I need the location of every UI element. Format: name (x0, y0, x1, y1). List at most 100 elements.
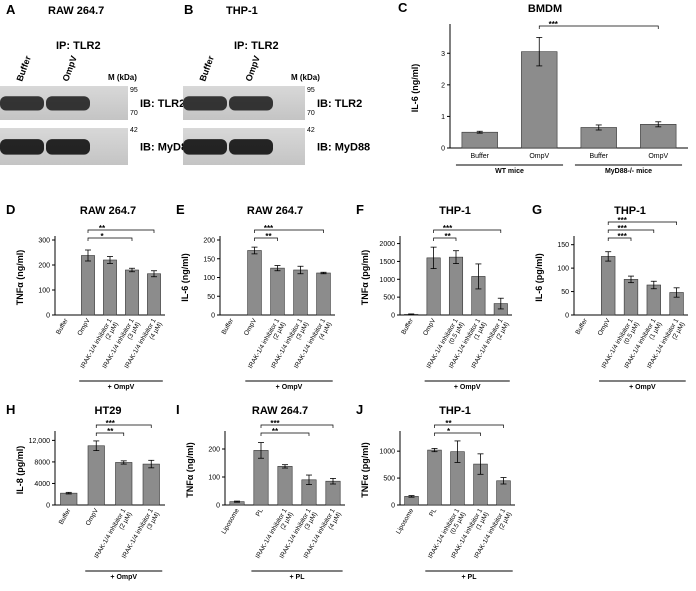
x-tick-label: OmpV (243, 317, 259, 337)
error-bar (330, 477, 336, 485)
ip-label: IP: TLR2 (234, 40, 279, 52)
y-tick-label: 150 (203, 256, 215, 263)
y-tick-label: 0 (216, 503, 220, 510)
bar (404, 496, 419, 506)
significance-bracket (87, 237, 133, 241)
bar (293, 269, 308, 316)
panel-label: J (356, 402, 363, 417)
significance-bracket (95, 424, 152, 428)
x-tick-label: Buffer (58, 507, 73, 526)
y-tick-label: 200 (38, 263, 50, 270)
error-bar (408, 313, 415, 316)
x-tick-label: PL (428, 507, 438, 518)
y-tick-label: 0 (211, 313, 215, 320)
y-axis-label: TNFα (pg/ml) (360, 250, 370, 306)
y-axis-label: IL-6 (ng/ml) (180, 253, 190, 302)
x-tick-label-line: OmpV (422, 317, 438, 337)
error-bar (251, 246, 258, 255)
x-tick-label-line: Buffer (55, 317, 70, 336)
y-axis-label: TNFα (pg/ml) (360, 442, 370, 498)
error-bar (408, 495, 415, 498)
x-tick-label: OmpV (422, 317, 438, 337)
error-bar (65, 491, 72, 495)
y-tick-label: 2 (441, 82, 445, 89)
error-bar (500, 477, 507, 485)
x-tick-label-line: Buffer (574, 317, 589, 336)
error-bar (129, 267, 135, 273)
error-bar (120, 460, 127, 465)
blot-band (0, 139, 44, 155)
ib-label: IB: MyD88 (317, 142, 370, 154)
y-tick-label: 100 (557, 266, 569, 273)
marker-label: 95 (307, 87, 315, 94)
bar (646, 284, 661, 316)
error-bar (282, 464, 288, 469)
marker-lane-label: M (kDa) (291, 73, 320, 82)
panel-label: F (356, 202, 364, 217)
ib-label: IB: TLR2 (140, 98, 185, 110)
chart-title: THP-1 (439, 405, 471, 417)
panel-label: E (176, 202, 185, 217)
significance-label: * (100, 232, 104, 241)
significance-bracket (433, 229, 502, 233)
y-tick-label: 1000 (379, 277, 395, 284)
blot-title: RAW 264.7 (48, 5, 104, 17)
significance-bracket (433, 237, 457, 241)
bar (325, 480, 341, 506)
bar (103, 259, 117, 316)
y-axis-label: TNFα (ng/ml) (185, 442, 195, 498)
blot-title: THP-1 (226, 5, 258, 17)
significance-label: ** (445, 419, 452, 428)
error-bar (605, 251, 612, 262)
y-tick-label: 50 (207, 294, 215, 301)
x-tick-label-line: OmpV (76, 317, 92, 337)
error-bar (297, 265, 304, 275)
x-tick-label: Buffer (400, 317, 415, 336)
bar (142, 463, 160, 506)
significance-label: ** (272, 427, 279, 436)
y-tick-label: 0 (391, 313, 395, 320)
x-tick-label: OmpV (648, 153, 668, 160)
error-bar (475, 263, 482, 290)
bar (448, 256, 464, 316)
blot-band (46, 96, 90, 111)
x-tick-label-line: Liposome (221, 507, 241, 535)
y-tick-label: 100 (38, 288, 50, 295)
error-bar (431, 448, 438, 453)
bar (125, 269, 139, 316)
error-bar (306, 474, 312, 485)
y-tick-label: 150 (557, 242, 569, 249)
x-tick-label-line: OmpV (85, 507, 101, 527)
bar (580, 127, 617, 149)
significance-label: ** (107, 427, 114, 436)
panel-label: I (176, 402, 180, 417)
significance-label: *** (443, 224, 453, 233)
marker-lane-label: M (kDa) (108, 73, 137, 82)
error-bar (673, 287, 680, 298)
error-bar (650, 280, 657, 290)
group-label: + OmpV (276, 384, 303, 391)
y-tick-label: 12,000 (29, 438, 51, 445)
significance-label: *** (270, 419, 280, 428)
blot-band (229, 96, 273, 111)
bar (270, 267, 285, 316)
ib-label: IB: TLR2 (317, 98, 362, 110)
significance-bracket (95, 432, 125, 436)
chart-title: BMDM (528, 3, 562, 15)
y-tick-label: 500 (383, 295, 395, 302)
panel-label: H (6, 402, 15, 417)
significance-bracket (254, 237, 278, 241)
x-tick-label-line: OmpV (597, 317, 613, 337)
y-tick-label: 100 (203, 275, 215, 282)
error-bar (320, 271, 327, 275)
significance-label: ** (265, 232, 272, 241)
x-tick-label: PL (255, 507, 265, 518)
significance-label: *** (549, 20, 559, 29)
error-bar (151, 270, 157, 278)
error-bar (497, 297, 504, 310)
x-tick-label: OmpV (529, 153, 549, 160)
blot-band (46, 139, 90, 155)
error-bar (148, 459, 155, 469)
